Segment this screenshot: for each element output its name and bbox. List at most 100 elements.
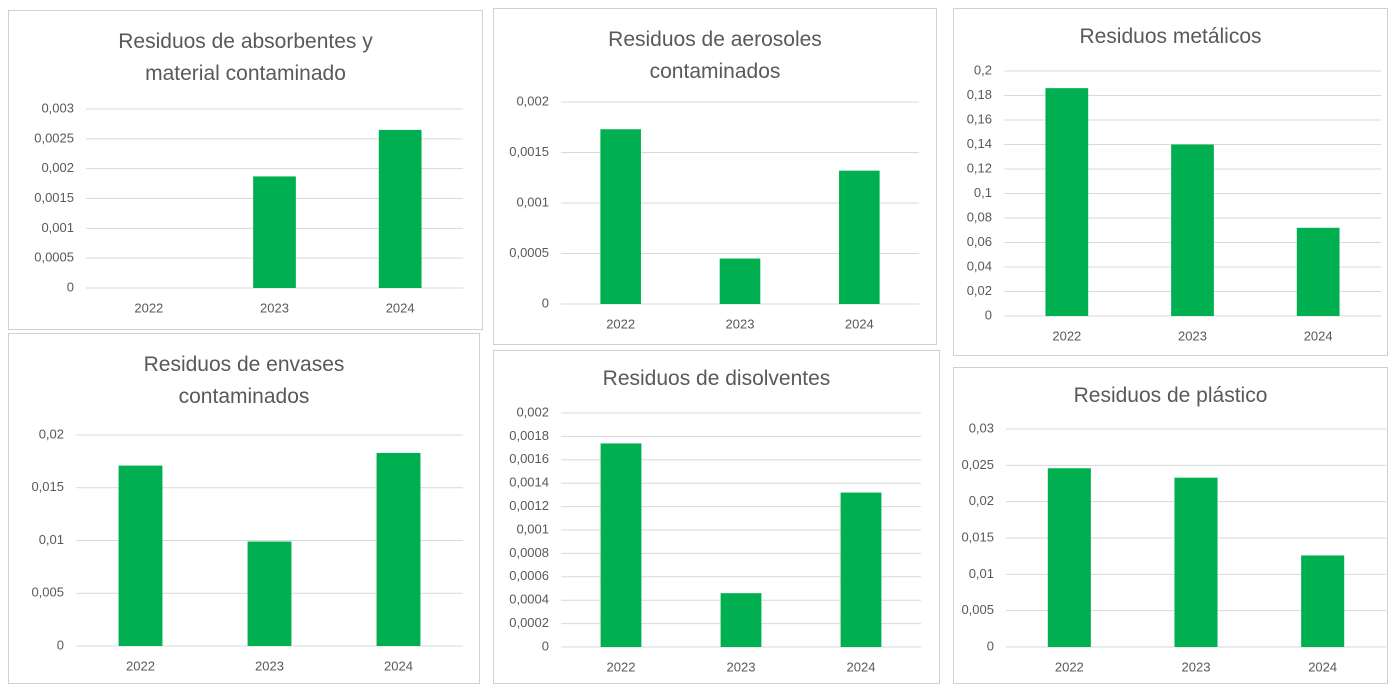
x-tick-label: 2022 bbox=[1055, 659, 1084, 674]
x-tick-label: 2023 bbox=[726, 316, 755, 331]
x-tick-label: 2024 bbox=[847, 659, 876, 674]
chart: 0 0,02 0,04 0,06 0,08 0,1 0,12 0,14 0,16 0,18 0,2 2… bbox=[967, 62, 1381, 343]
x-tick-label: 2022 bbox=[606, 316, 635, 331]
y-tick-label: 0,2 bbox=[974, 62, 992, 77]
x-tick-label: 2023 bbox=[1178, 328, 1207, 343]
bar bbox=[840, 492, 882, 647]
x-tick-label: 2024 bbox=[1304, 328, 1333, 343]
chart: 0 0,005 0,01 0,015 0,02 0,025 0,03 2022 2023 2024 bbox=[961, 420, 1386, 674]
y-tick-label: 0,0014 bbox=[509, 475, 549, 490]
y-tick-label: 0,002 bbox=[41, 160, 74, 175]
y-tick-label: 0,08 bbox=[967, 209, 992, 224]
y-tick-label: 0 bbox=[542, 295, 549, 310]
y-tick-label: 0 bbox=[57, 637, 64, 652]
bar bbox=[719, 258, 761, 304]
y-tick-label: 0,16 bbox=[967, 111, 992, 126]
bar bbox=[600, 129, 641, 304]
y-tick-label: 0,06 bbox=[967, 234, 992, 249]
x-tick-label: 2023 bbox=[727, 659, 756, 674]
y-tick-label: 0,01 bbox=[39, 532, 64, 547]
x-tick-label: 2023 bbox=[1182, 659, 1211, 674]
y-tick-label: 0,005 bbox=[961, 602, 994, 617]
y-tick-label: 0,0008 bbox=[509, 545, 549, 560]
x-tick-label: 2024 bbox=[386, 300, 415, 315]
y-tick-label: 0,001 bbox=[516, 194, 549, 209]
y-tick-label: 0,0015 bbox=[34, 190, 74, 205]
chart-title: Residuos de absorbentes y material conta… bbox=[118, 30, 373, 85]
x-tick-label: 2024 bbox=[384, 658, 413, 673]
bar bbox=[1045, 88, 1089, 317]
bar bbox=[1296, 227, 1340, 316]
y-tick-label: 0,0018 bbox=[509, 428, 549, 443]
y-tick-label: 0,0004 bbox=[509, 592, 549, 607]
bar bbox=[376, 452, 421, 646]
y-tick-label: 0 bbox=[985, 307, 992, 322]
chart-panel: Residuos de absorbentes y material conta… bbox=[8, 10, 483, 330]
chart: 0 0,0005 0,001 0,0015 0,002 2022 2023 2024 bbox=[509, 93, 919, 331]
chart: 0 0,0005 0,001 0,0015 0,002 0,0025 0,003 2022 20… bbox=[34, 100, 463, 315]
x-tick-label: 2023 bbox=[255, 658, 284, 673]
chart-panel: Residuos de disolventes 0 0,0002 0,0004 0,00… bbox=[493, 350, 940, 684]
x-tick-label: 2024 bbox=[845, 316, 874, 331]
y-tick-label: 0 bbox=[67, 279, 74, 294]
chart-title: Residuos de plástico bbox=[1073, 384, 1268, 407]
y-tick-label: 0,1 bbox=[974, 185, 992, 200]
y-tick-label: 0,002 bbox=[516, 93, 549, 108]
bar bbox=[839, 170, 880, 304]
x-tick-label: 2022 bbox=[1052, 328, 1081, 343]
chart-panel: Residuos de envases contaminados 0 0,005 0,… bbox=[8, 333, 480, 684]
y-tick-label: 0,0012 bbox=[509, 498, 549, 513]
y-tick-label: 0,02 bbox=[969, 493, 994, 508]
y-tick-label: 0,0025 bbox=[34, 130, 74, 145]
x-tick-label: 2022 bbox=[126, 658, 155, 673]
y-tick-label: 0,03 bbox=[969, 420, 994, 435]
bar bbox=[600, 443, 642, 647]
chart-panel: Residuos metálicos 0 0,02 0,04 0,06 0,08 0,1 0,… bbox=[953, 8, 1388, 356]
y-tick-label: 0,025 bbox=[961, 457, 994, 472]
y-tick-label: 0,015 bbox=[961, 529, 994, 544]
chart-title: Residuos metálicos bbox=[1079, 25, 1262, 48]
y-tick-label: 0,14 bbox=[967, 136, 992, 151]
y-tick-label: 0,015 bbox=[31, 479, 64, 494]
bar bbox=[247, 541, 292, 646]
chart-title: Residuos de envases contaminados bbox=[143, 353, 345, 408]
y-tick-label: 0,001 bbox=[516, 521, 549, 536]
bar bbox=[1047, 468, 1091, 647]
y-tick-label: 0,0006 bbox=[509, 568, 549, 583]
y-tick-label: 0,0015 bbox=[509, 144, 549, 159]
chart: 0 0,005 0,01 0,015 0,02 2022 2023 2024 bbox=[31, 426, 463, 673]
y-tick-label: 0,0005 bbox=[34, 250, 74, 265]
y-tick-label: 0,0016 bbox=[509, 451, 549, 466]
x-tick-label: 2022 bbox=[607, 659, 636, 674]
y-tick-label: 0,003 bbox=[41, 100, 74, 115]
y-tick-label: 0,02 bbox=[39, 426, 64, 441]
bar bbox=[118, 465, 163, 646]
bar bbox=[1171, 144, 1214, 316]
y-tick-label: 0,01 bbox=[969, 566, 994, 581]
x-tick-label: 2024 bbox=[1308, 659, 1337, 674]
x-tick-label: 2023 bbox=[260, 300, 289, 315]
bar bbox=[1174, 477, 1218, 647]
chart: 0 0,0002 0,0004 0,0006 0,0008 0,001 0,0012 0,00… bbox=[509, 404, 921, 674]
y-tick-label: 0,04 bbox=[967, 258, 992, 273]
x-tick-label: 2022 bbox=[134, 300, 163, 315]
bar bbox=[253, 176, 296, 288]
chart-panel: Residuos de aerosoles contaminados 0 0,000… bbox=[493, 8, 937, 345]
y-tick-label: 0,005 bbox=[31, 585, 64, 600]
chart-panel: Residuos de plástico 0 0,005 0,01 0,015 0,02 0… bbox=[953, 367, 1388, 684]
chart-title: Residuos de disolventes bbox=[602, 367, 831, 390]
y-tick-label: 0,001 bbox=[41, 220, 74, 235]
bar bbox=[720, 593, 762, 647]
y-tick-label: 0,0002 bbox=[509, 615, 549, 630]
bar bbox=[378, 129, 422, 288]
y-tick-label: 0 bbox=[987, 638, 994, 653]
y-tick-label: 0,002 bbox=[516, 404, 549, 419]
y-tick-label: 0 bbox=[542, 638, 549, 653]
y-tick-label: 0,0005 bbox=[509, 245, 549, 260]
chart-title: Residuos de aerosoles contaminados bbox=[608, 28, 822, 83]
y-tick-label: 0,02 bbox=[967, 283, 992, 298]
y-tick-label: 0,12 bbox=[967, 160, 992, 175]
y-tick-label: 0,18 bbox=[967, 87, 992, 102]
bar bbox=[1301, 555, 1345, 647]
